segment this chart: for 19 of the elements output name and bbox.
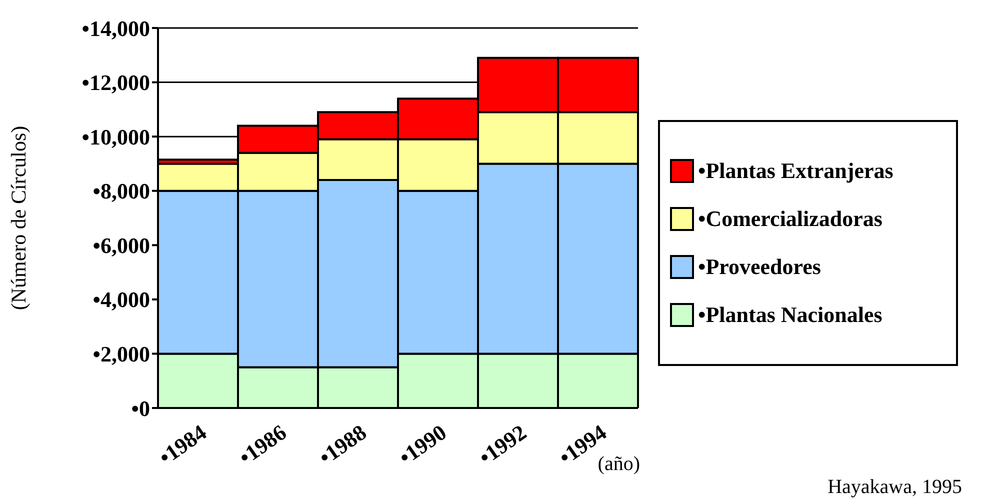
y-tick-label: •14,000: [82, 16, 150, 41]
y-tick-label: •4,000: [92, 287, 150, 312]
y-tick-label: •8,000: [92, 178, 150, 204]
y-tick-label: •2,000: [92, 342, 150, 367]
y-tick-label: •0: [131, 396, 150, 421]
x-tick-label: •1988: [314, 420, 371, 470]
legend-label: •Comercializadoras: [698, 206, 882, 232]
y-tick-label: •10,000: [82, 124, 150, 150]
x-tick-label: •1986: [234, 420, 291, 470]
legend-label: •Plantas Extranjeras: [698, 158, 894, 184]
legend-label: •Plantas Nacionales: [698, 302, 882, 328]
y-tick-label: •12,000: [82, 70, 150, 96]
x-tick-label: •1984: [154, 420, 211, 470]
y-tick-label: •6,000: [92, 232, 150, 258]
x-tick-label: •1992: [474, 420, 531, 470]
legend-label: •Proveedores: [698, 254, 821, 280]
text: Hayakawa, 1995: [828, 476, 962, 499]
x-tick-label: •1990: [394, 420, 451, 470]
y-axis-title: (Número de Círculos): [6, 126, 30, 310]
